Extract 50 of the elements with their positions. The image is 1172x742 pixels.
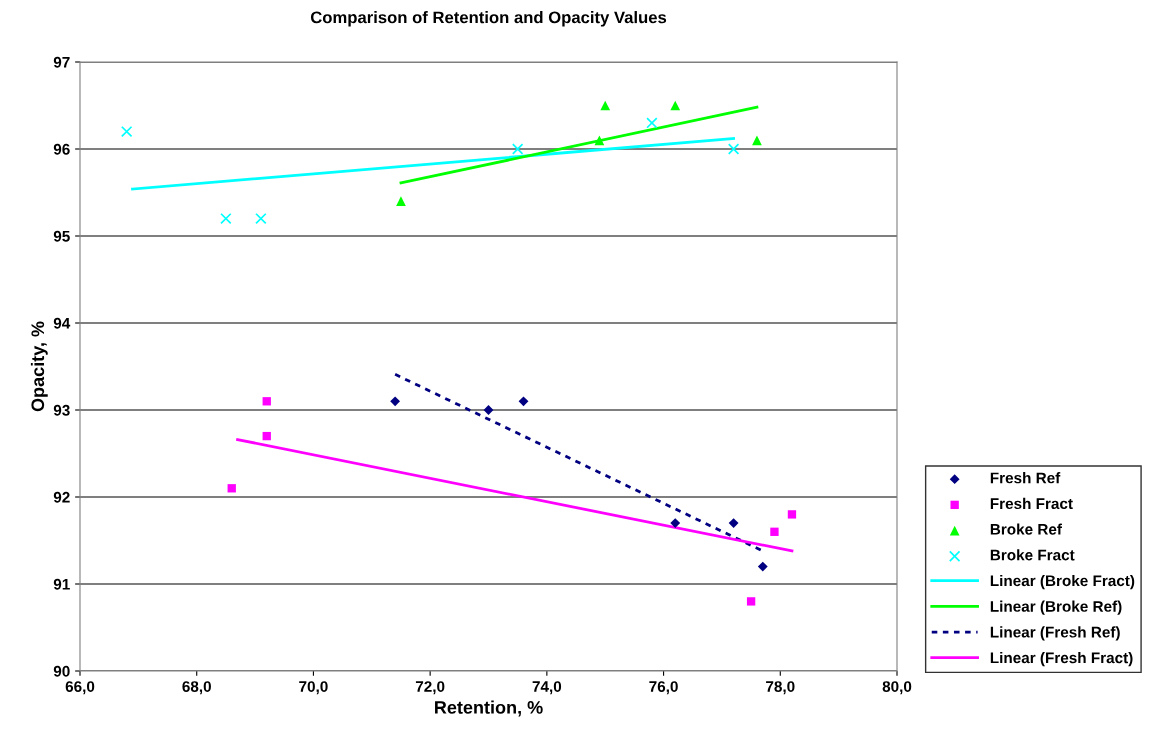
y-tick-label: 95	[53, 230, 70, 242]
x-tick-label: 72,0	[415, 681, 445, 695]
x-axis-title: Retention, %	[435, 700, 543, 717]
x-tick-label: 66,0	[65, 681, 95, 695]
point	[262, 397, 271, 406]
y-tick-label: 92	[53, 491, 70, 503]
y-axis-title: Opacity, %	[30, 321, 48, 412]
legend-label: Linear (Fresh Fract)	[990, 652, 1133, 667]
point	[483, 405, 494, 415]
point	[670, 518, 681, 529]
point	[728, 518, 739, 529]
y-tick-label: 94	[53, 317, 71, 329]
legend-label: Fresh Fract	[990, 497, 1073, 510]
legend-label: Broke Ref	[990, 523, 1062, 535]
y-tick-label: 90	[53, 665, 70, 677]
point	[670, 100, 681, 111]
point	[757, 561, 768, 572]
legend-label: Linear (Fresh Ref)	[990, 626, 1120, 641]
point	[255, 212, 267, 225]
legend-label: Broke Fract	[990, 549, 1075, 561]
y-tick-label: 91	[53, 578, 70, 590]
legend-label: Linear (Broke Fract)	[990, 574, 1135, 590]
point	[770, 527, 779, 536]
point	[727, 143, 740, 155]
legend-label: Linear (Broke Ref)	[990, 600, 1122, 615]
y-tick-label: 93	[53, 404, 70, 416]
point	[787, 510, 797, 519]
point	[396, 196, 406, 207]
y-tick-label: 97	[53, 56, 70, 68]
legend-label: Fresh Ref	[990, 472, 1061, 484]
x-tick-label: 76,0	[649, 681, 678, 695]
x-tick-label: 80,0	[882, 681, 912, 695]
x-tick-label: 78,0	[766, 681, 795, 695]
point	[227, 484, 236, 493]
point	[220, 212, 232, 225]
y-tick-label: 96	[53, 143, 70, 155]
chart-title: Comparison of Retention and Opacity Values	[310, 11, 667, 27]
point	[646, 117, 658, 129]
point	[262, 431, 271, 441]
point	[746, 597, 756, 606]
point	[600, 100, 611, 111]
x-tick-label: 74,0	[532, 681, 562, 695]
point	[120, 125, 133, 138]
point	[752, 135, 762, 146]
x-tick-label: 70,0	[299, 681, 328, 695]
point	[518, 396, 529, 407]
point	[594, 135, 605, 146]
x-tick-label: 68,0	[182, 681, 211, 695]
point	[511, 143, 524, 155]
point	[390, 396, 401, 407]
